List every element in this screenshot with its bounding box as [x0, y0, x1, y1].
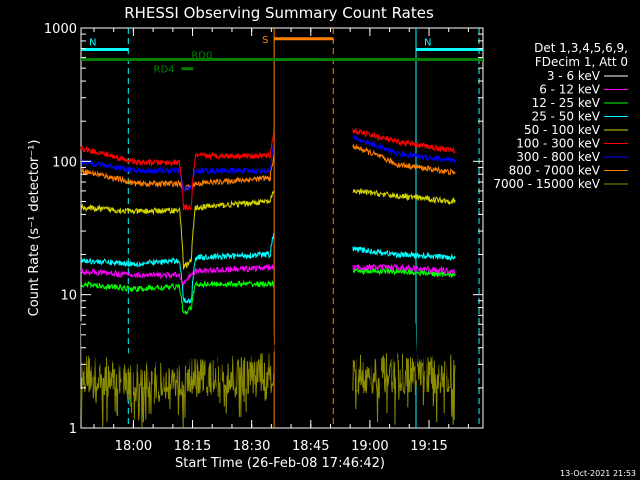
series-line-0 — [80, 315, 456, 403]
series-line-6 — [81, 134, 456, 193]
series-line-5 — [80, 127, 456, 211]
x-axis-label: Start Time (26-Feb-08 17:46:42) — [175, 456, 385, 471]
series-line-4 — [80, 187, 456, 270]
series-line-3 — [80, 232, 456, 304]
footer-timestamp: 13-Oct-2021 21:53 — [560, 469, 636, 478]
legend-label-2: 12 - 25 keV — [532, 96, 601, 110]
plot-frame — [80, 27, 484, 429]
series-line-8 — [80, 352, 456, 429]
series-line-7 — [80, 144, 456, 192]
legend-label-4: 50 - 100 keV — [524, 123, 601, 137]
annotations-layer: N N S RD0 RD4 — [81, 35, 483, 76]
legend-label-7: 800 - 7000 keV — [509, 164, 601, 178]
annotation-label-1: N — [424, 37, 431, 48]
legend-label-6: 300 - 800 keV — [516, 150, 600, 164]
annotation-label-4: RD4 — [154, 65, 175, 76]
annotation-label-0: N — [89, 37, 96, 48]
annotation-label-3: RD0 — [191, 51, 212, 62]
series-line-1 — [80, 263, 456, 286]
legend-label-8: 7000 - 15000 keV — [493, 177, 600, 191]
legend-title-line-2: FDecim 1, Att 0 — [535, 55, 628, 69]
x-tick-label-5: 19:15 — [410, 439, 447, 454]
y-tick-label-2: 100 — [52, 155, 77, 170]
ticks-layer: 18:00 18:15 18:30 18:45 19:00 19:15 1 10 100 1000 — [44, 22, 483, 454]
annotation-label-2: S — [262, 35, 268, 46]
x-tick-label-2: 18:30 — [233, 439, 270, 454]
y-axis-label: Count Rate (s⁻¹ detector⁻¹) — [27, 140, 42, 317]
x-tick-label-0: 18:00 — [115, 439, 152, 454]
x-tick-label-3: 18:45 — [292, 439, 329, 454]
chart-title: RHESSI Observing Summary Count Rates — [124, 4, 434, 22]
legend-label-3: 25 - 50 keV — [532, 110, 601, 124]
series-layer — [80, 127, 456, 429]
legend-label-5: 100 - 300 keV — [516, 137, 600, 151]
x-tick-label-4: 19:00 — [351, 439, 388, 454]
legend-label-1: 6 - 12 keV — [539, 83, 601, 97]
y-axis-label-text: Count Rate (s⁻¹ detector⁻¹) — [27, 140, 42, 317]
y-tick-label-1: 10 — [60, 289, 77, 304]
legend-title-line-1: Det 1,3,4,5,6,9, — [534, 41, 628, 55]
y-tick-label-0: 1 — [69, 422, 77, 437]
y-tick-label-3: 1000 — [44, 22, 77, 37]
x-tick-label-1: 18:15 — [174, 439, 211, 454]
legend-label-0: 3 - 6 keV — [547, 69, 601, 83]
